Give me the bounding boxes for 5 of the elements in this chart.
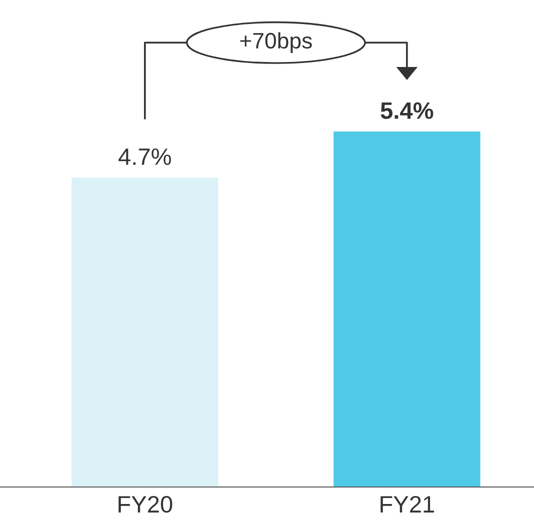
data-label: 4.7%: [118, 148, 171, 165]
x-tick-label: FY21: [380, 496, 434, 512]
data-label: 5.4%: [380, 102, 434, 119]
x-tick-label: FY20: [118, 496, 172, 513]
text: +70bps: [240, 32, 312, 54]
